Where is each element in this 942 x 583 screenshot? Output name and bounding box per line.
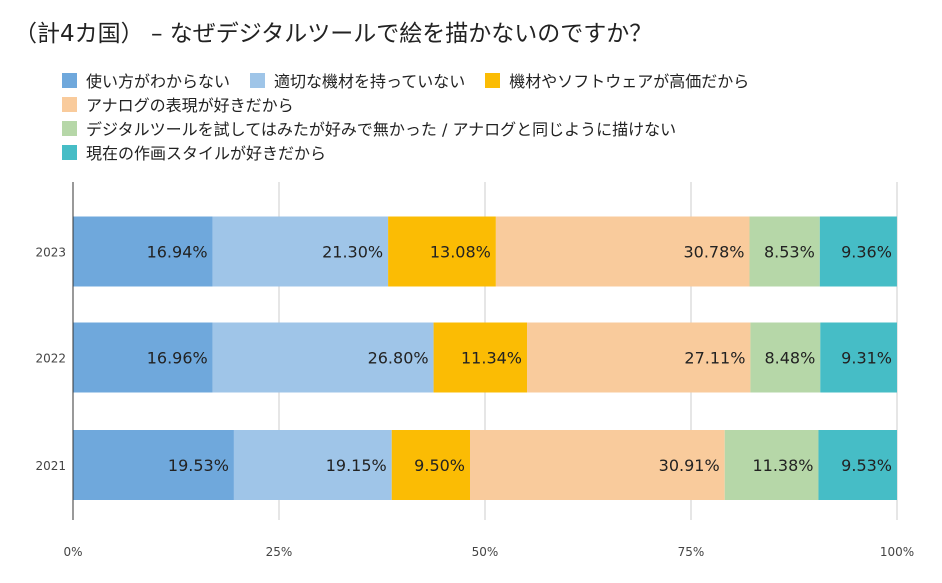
legend-label: 機材やソフトウェアが高価だから: [509, 72, 750, 91]
legend: 使い方がわからない 適切な機材を持っていない 機材やソフトウェアが高価だから ア…: [62, 68, 769, 164]
legend-label: 使い方がわからない: [86, 72, 231, 91]
bar-segment: [819, 216, 897, 287]
data-label: 16.96%: [147, 349, 208, 368]
data-label: 19.53%: [168, 456, 229, 475]
bar-segment: [73, 322, 213, 393]
bar-segment: [433, 322, 528, 393]
bar-segment: [749, 216, 820, 287]
bar-segment: [750, 322, 821, 393]
bar-segment: [495, 216, 750, 287]
bar-segment: [527, 322, 751, 393]
legend-row: 現在の作画スタイルが好きだから: [62, 140, 769, 164]
legend-swatch: [485, 72, 501, 88]
bar-segment: [724, 430, 819, 500]
legend-row: 使い方がわからない 適切な機材を持っていない 機材やソフトウェアが高価だから: [62, 68, 769, 92]
bar-segment: [73, 216, 213, 287]
bar-segment: [388, 216, 496, 287]
bar-segment: [212, 322, 434, 393]
category-label: 2022: [35, 352, 66, 366]
data-label: 11.38%: [752, 456, 813, 475]
data-label: 9.31%: [841, 349, 892, 368]
data-label: 11.34%: [461, 349, 522, 368]
bar-segment: [470, 430, 725, 500]
data-label: 8.48%: [764, 349, 815, 368]
legend-swatch: [62, 72, 77, 88]
bar-segment: [820, 322, 897, 393]
legend-label: アナログの表現が好きだから: [86, 96, 294, 115]
legend-label: 適切な機材を持っていない: [274, 72, 466, 91]
legend-swatch: [62, 120, 77, 136]
legend-row: デジタルツールを試してはみたが好みで無かった / アナログと同じように描けない: [62, 116, 769, 140]
data-label: 27.11%: [684, 349, 745, 368]
category-label: 2021: [35, 459, 66, 473]
data-label: 8.53%: [764, 243, 815, 262]
x-tick-label: 0%: [63, 545, 82, 559]
chart-title: （計4カ国） – なぜデジタルツールで絵を描かないのですか？: [14, 21, 653, 47]
legend-row: アナログの表現が好きだから: [62, 92, 769, 116]
legend-swatch: [62, 96, 77, 112]
data-label: 9.36%: [841, 243, 892, 262]
data-label: 30.91%: [659, 456, 720, 475]
legend-swatch: [62, 144, 77, 160]
data-label: 9.50%: [414, 456, 465, 475]
x-tick-label: 25%: [266, 545, 293, 559]
category-label: 2023: [35, 246, 66, 260]
legend-swatch: [250, 72, 266, 88]
legend-item-tried-disliked[interactable]: デジタルツールを試してはみたが好みで無かった / アナログと同じように描けない: [62, 116, 676, 140]
bar-segment: [73, 430, 234, 500]
legend-label: デジタルツールを試してはみたが好みで無かった / アナログと同じように描けない: [86, 120, 677, 139]
legend-item-like-current-style[interactable]: 現在の作画スタイルが好きだから: [62, 140, 326, 164]
bars: 16.94% 21.30% 13.08% 30.78% 8.53% 9.36% 16.96%…: [73, 216, 897, 500]
data-label: 21.30%: [322, 243, 383, 262]
bar-segment: [391, 430, 471, 500]
bar-segment: [212, 216, 389, 287]
data-label: 9.53%: [841, 456, 892, 475]
x-tick-label: 50%: [472, 545, 499, 559]
bar-segment: [233, 430, 392, 500]
x-tick-label: 75%: [678, 545, 705, 559]
legend-item-expensive[interactable]: 機材やソフトウェアが高価だから: [485, 68, 749, 92]
axes: 0% 25% 50% 75% 100% 2023 2022 2021: [35, 182, 914, 559]
data-label: 16.94%: [147, 243, 208, 262]
legend-label: 現在の作画スタイルが好きだから: [86, 144, 327, 163]
data-label: 13.08%: [430, 243, 491, 262]
legend-item-no-equipment[interactable]: 適切な機材を持っていない: [250, 68, 465, 92]
x-tick-label: 100%: [880, 545, 914, 559]
bar-segment: [818, 430, 897, 500]
data-label: 26.80%: [368, 349, 429, 368]
legend-item-dont-know-how[interactable]: 使い方がわからない: [62, 68, 230, 92]
data-label: 30.78%: [683, 243, 744, 262]
legend-item-like-analog[interactable]: アナログの表現が好きだから: [62, 92, 294, 116]
data-label: 19.15%: [326, 456, 387, 475]
